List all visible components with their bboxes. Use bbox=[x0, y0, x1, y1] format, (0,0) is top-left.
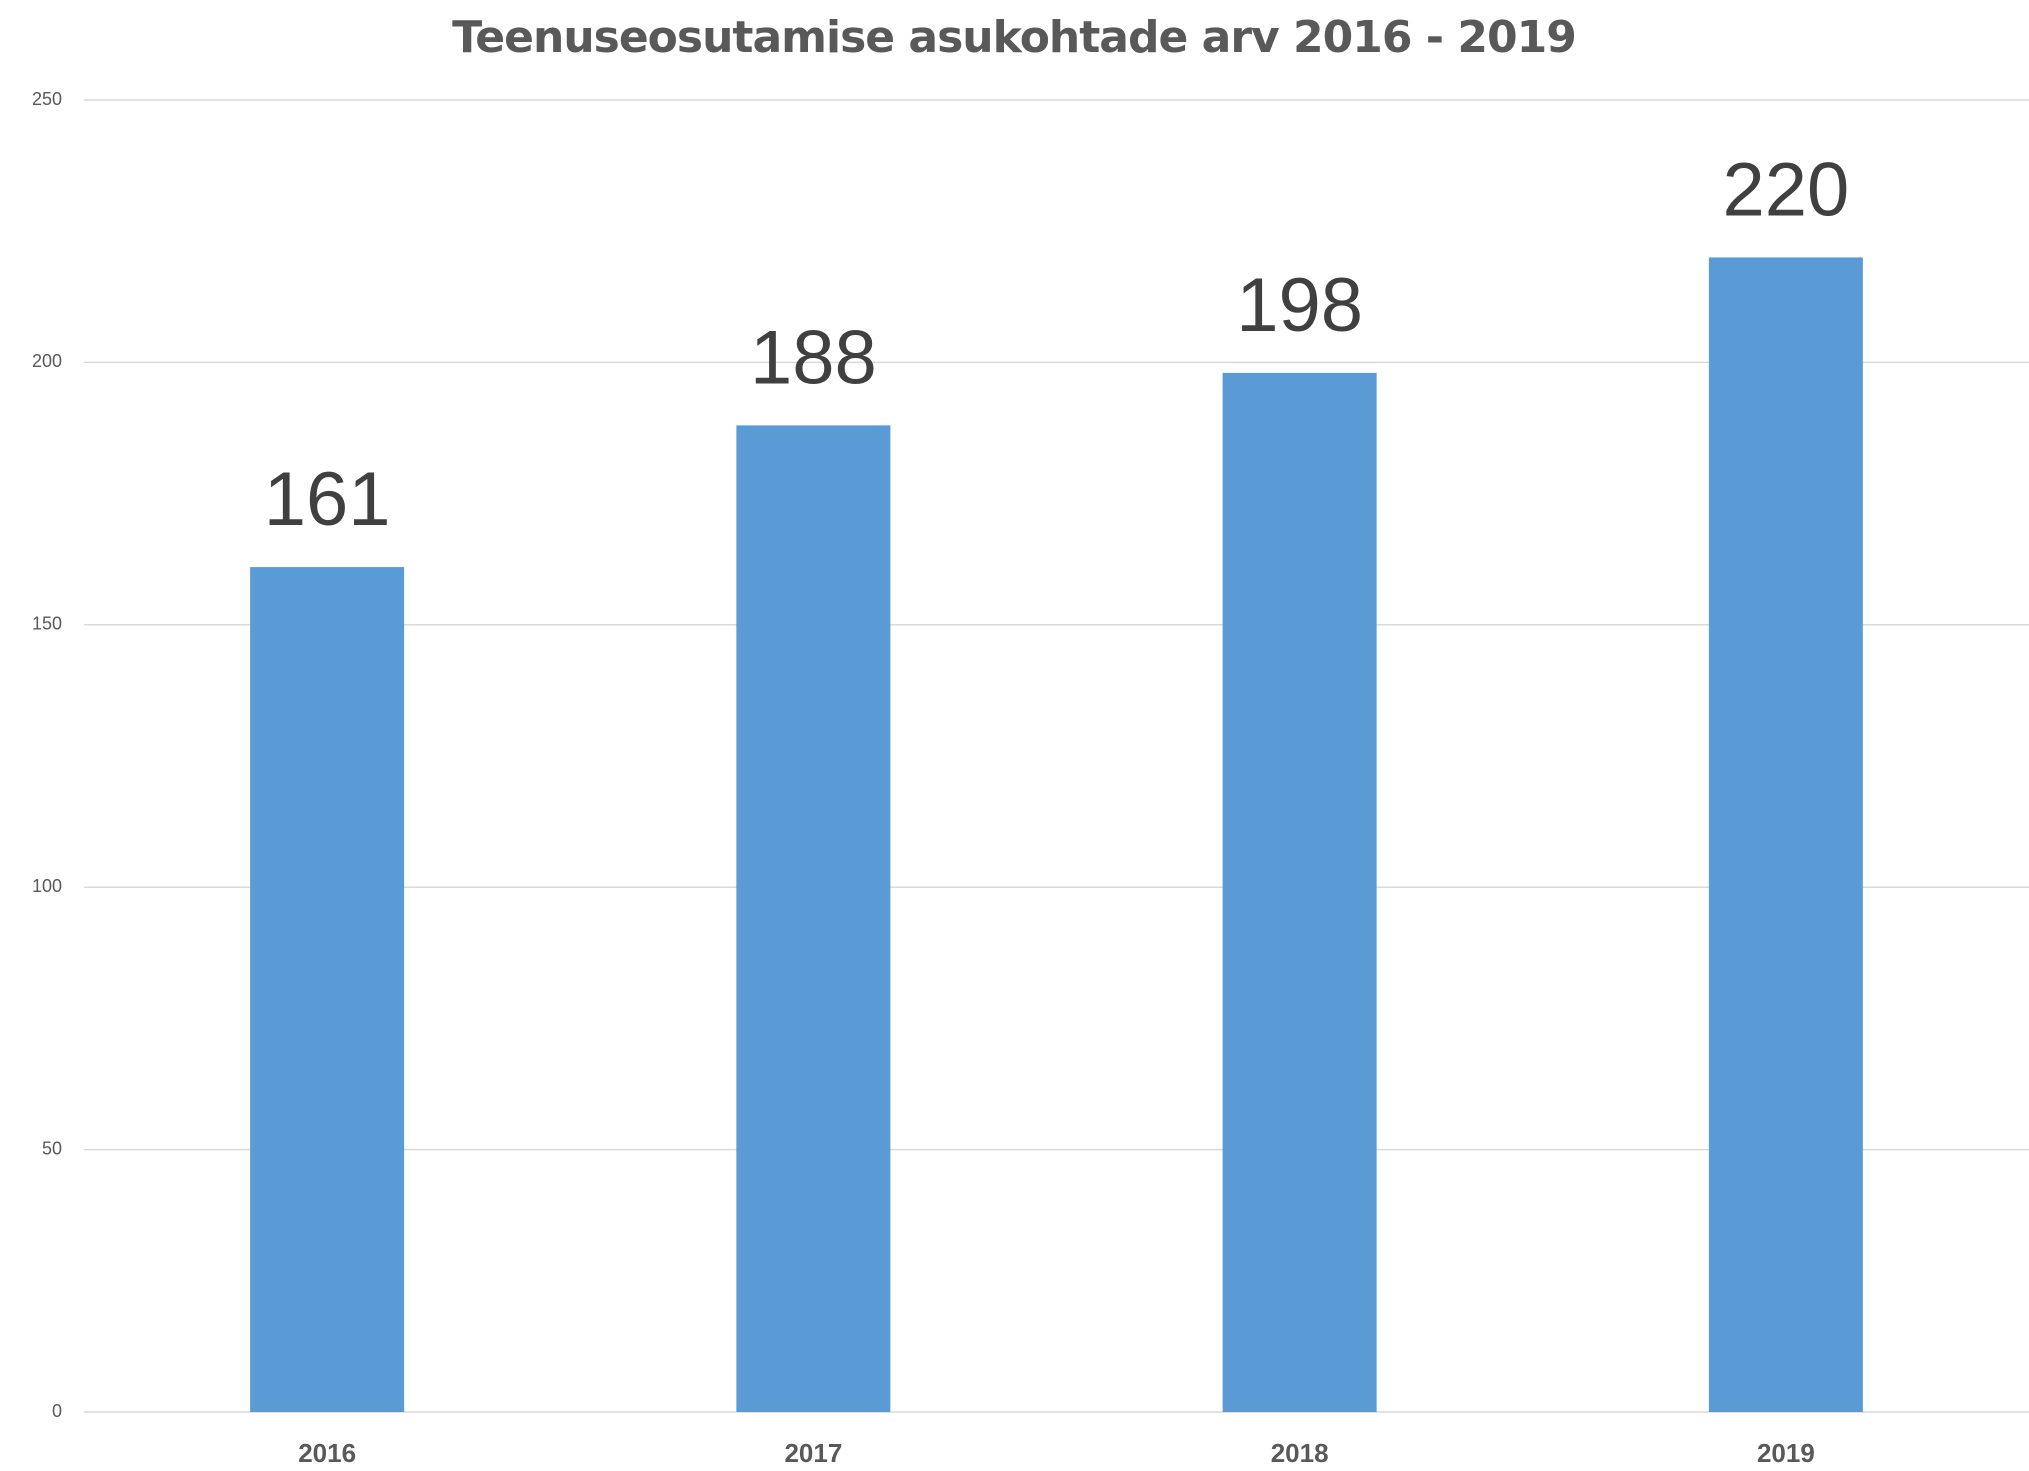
bar bbox=[1222, 372, 1377, 1412]
data-label: 220 bbox=[1722, 148, 1849, 233]
y-tick-label: 50 bbox=[42, 1138, 62, 1158]
x-tick-label: 2016 bbox=[298, 1438, 356, 1468]
y-tick-label: 250 bbox=[32, 89, 62, 109]
x-tick-label: 2019 bbox=[1757, 1438, 1815, 1468]
data-label: 188 bbox=[750, 315, 877, 400]
y-tick-label: 150 bbox=[32, 614, 62, 634]
data-label: 161 bbox=[264, 457, 391, 542]
y-tick-label: 200 bbox=[32, 351, 62, 371]
x-tick-label: 2018 bbox=[1271, 1438, 1329, 1468]
bar bbox=[250, 567, 405, 1412]
chart-title: Teenuseosutamise asukohtade arv 2016 - 2… bbox=[452, 12, 1576, 63]
x-tick-label: 2017 bbox=[784, 1438, 842, 1468]
y-tick-label: 0 bbox=[52, 1401, 62, 1421]
bar bbox=[736, 425, 891, 1413]
y-tick-label: 100 bbox=[32, 876, 62, 896]
data-label: 198 bbox=[1236, 263, 1363, 348]
bar bbox=[1708, 257, 1863, 1413]
